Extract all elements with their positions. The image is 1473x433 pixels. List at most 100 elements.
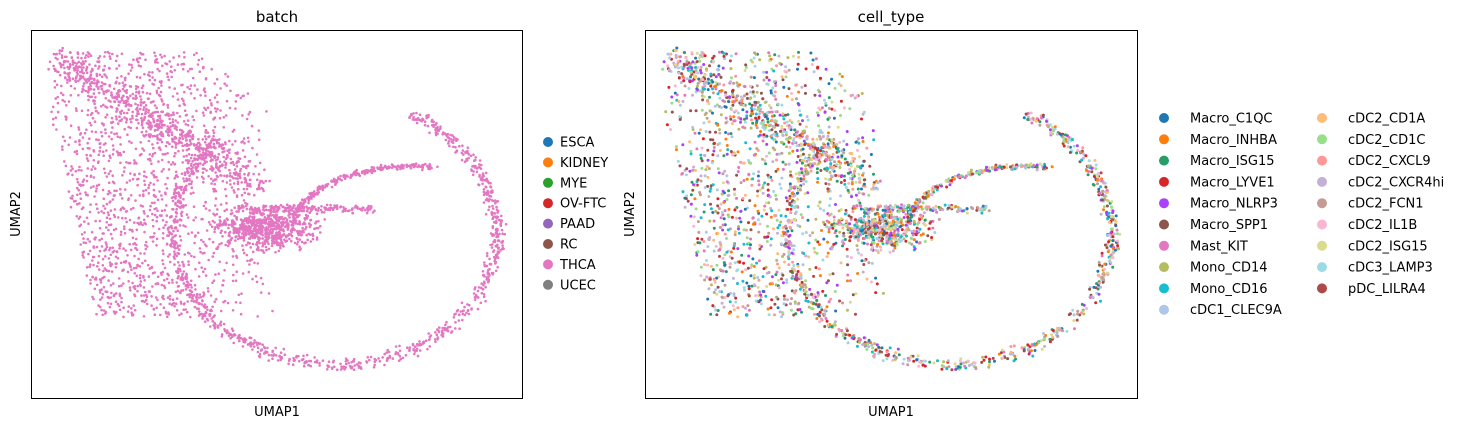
scatter-point xyxy=(474,158,477,162)
scatter-point xyxy=(477,183,481,187)
scatter-point xyxy=(483,261,486,264)
scatter-point xyxy=(181,67,185,71)
scatter-point xyxy=(143,72,146,76)
scatter-point xyxy=(735,81,739,85)
scatter-point xyxy=(836,155,840,159)
scatter-point xyxy=(61,93,65,97)
scatter-point xyxy=(100,81,104,84)
scatter-point xyxy=(113,100,116,103)
scatter-point xyxy=(411,343,415,347)
scatter-point xyxy=(1114,214,1118,218)
scatter-point xyxy=(153,104,157,107)
scatter-point xyxy=(144,188,148,192)
scatter-point xyxy=(111,153,115,156)
scatter-point xyxy=(96,86,100,89)
scatter-point xyxy=(201,217,204,221)
scatter-point xyxy=(235,210,238,213)
scatter-point xyxy=(163,54,166,58)
scatter-point xyxy=(150,295,153,298)
scatter-point xyxy=(702,249,706,253)
scatter-point xyxy=(131,116,134,120)
scatter-point xyxy=(291,206,295,209)
scatter-point xyxy=(60,49,64,52)
scatter-point xyxy=(213,326,217,330)
scatter-point xyxy=(662,60,666,64)
scatter-point xyxy=(141,90,145,94)
scatter-point xyxy=(422,340,425,344)
scatter-point xyxy=(192,205,196,208)
scatter-point xyxy=(181,137,184,140)
scatter-point xyxy=(243,191,247,195)
scatter-point xyxy=(126,254,129,257)
scatter-point xyxy=(125,121,128,124)
scatter-point xyxy=(349,173,353,177)
scatter-point xyxy=(76,56,80,59)
scatter-point xyxy=(142,274,145,278)
scatter-point xyxy=(207,175,210,178)
scatter-point xyxy=(85,266,89,269)
scatter-point xyxy=(123,76,127,80)
scatter-point xyxy=(304,241,307,244)
scatter-point xyxy=(485,264,489,268)
scatter-point xyxy=(97,111,100,115)
scatter-point xyxy=(203,90,207,94)
scatter-point xyxy=(224,114,228,117)
scatter-point xyxy=(199,162,202,165)
scatter-point xyxy=(170,163,173,166)
scatter-point xyxy=(181,144,184,148)
scatter-point xyxy=(171,118,175,121)
scatter-point xyxy=(736,268,740,272)
scatter-point xyxy=(822,208,826,212)
scatter-point xyxy=(75,75,78,78)
scatter-point xyxy=(206,319,210,322)
scatter-point xyxy=(161,237,165,240)
scatter-point xyxy=(97,153,101,156)
scatter-point xyxy=(204,128,208,132)
scatter-point xyxy=(247,342,251,346)
scatter-point xyxy=(157,126,161,130)
scatter-point xyxy=(184,133,188,137)
scatter-point xyxy=(202,114,206,117)
scatter-point xyxy=(174,141,178,145)
scatter-point xyxy=(240,140,243,144)
scatter-point xyxy=(236,180,240,183)
scatter-point xyxy=(856,272,860,275)
scatter-point xyxy=(78,165,81,169)
scatter-point xyxy=(241,114,244,117)
scatter-point xyxy=(48,60,52,64)
scatter-point xyxy=(188,67,192,71)
scatter-point xyxy=(258,161,262,165)
scatter-point xyxy=(681,143,685,147)
scatter-point xyxy=(218,260,221,264)
scatter-point xyxy=(101,188,105,192)
scatter-point xyxy=(202,124,206,127)
scatter-point xyxy=(279,246,282,250)
scatter-point xyxy=(206,106,210,109)
scatter-point xyxy=(284,221,287,224)
scatter-point xyxy=(245,187,249,191)
scatter-point xyxy=(743,288,746,292)
scatter-point xyxy=(224,243,227,247)
scatter-point xyxy=(111,174,114,177)
scatter-point xyxy=(87,78,90,82)
scatter-point xyxy=(757,100,760,104)
scatter-point xyxy=(135,114,138,118)
scatter-point xyxy=(141,147,144,150)
scatter-point xyxy=(454,146,457,149)
scatter-point xyxy=(92,297,95,301)
scatter-point xyxy=(412,347,416,351)
scatter-point xyxy=(87,98,90,102)
scatter-point xyxy=(495,232,498,235)
scatter-point xyxy=(233,214,236,218)
scatter-point xyxy=(159,119,163,122)
scatter-point xyxy=(109,169,112,173)
scatter-point xyxy=(127,305,131,308)
scatter-point xyxy=(250,124,254,128)
scatter-point xyxy=(220,242,223,245)
scatter-point xyxy=(197,145,201,148)
scatter-point xyxy=(78,202,81,205)
scatter-point xyxy=(846,308,849,312)
scatter-point xyxy=(244,178,248,181)
scatter-point xyxy=(172,56,175,59)
scatter-point xyxy=(97,91,101,95)
